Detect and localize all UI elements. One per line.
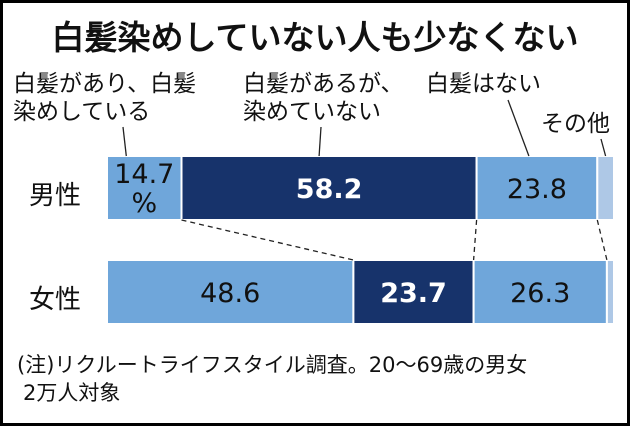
value-label-female-series-1: 48.6 — [200, 278, 260, 309]
footnote: (注)リクルートライフスタイル調査。20～69歳の男女 2万人対象 — [17, 351, 527, 407]
bar-female-series-4 — [605, 259, 616, 325]
connector-line-1 — [181, 219, 354, 261]
legend-leader-line-1 — [122, 126, 127, 157]
row-label-female: 女性 — [29, 285, 82, 315]
value-label-female-series-3: 26.3 — [510, 278, 570, 309]
legend-leader-line-4 — [600, 138, 607, 157]
stacked-bar-chart: 14.7% 58.2 23.8 48.6 23.7 26.3 — [106, 99, 616, 325]
value-label-male-series-1-unit: % — [131, 188, 157, 219]
bar-male-series-4 — [596, 155, 615, 221]
legend-label-not-dyed-line2: 染めていない — [243, 99, 381, 125]
connector-line-2 — [472, 219, 478, 261]
connector-line-3 — [596, 219, 608, 261]
value-label-male-series-1: 14.7 — [114, 159, 174, 190]
chart-title: 白髪染めしていない人も少なくない — [51, 18, 579, 57]
legend-label-dyed-line2: 染めしている — [13, 99, 151, 125]
legend-leader-line-3 — [507, 99, 530, 157]
value-label-male-series-2: 58.2 — [296, 174, 363, 205]
legend-label-not-dyed-line1: 白髪があるが、 — [243, 71, 404, 97]
footnote-line1: (注)リクルートライフスタイル調査。20～69歳の男女 — [17, 353, 528, 377]
value-label-female-series-2: 23.7 — [380, 278, 447, 309]
legend-leader-line-2 — [318, 126, 322, 157]
bar-female-series-2 — [352, 259, 475, 325]
legend-label-dyed-line1: 白髪があり、白髪 — [13, 71, 197, 97]
legend-label-no-gray: 白髪はない — [426, 71, 541, 97]
bar-female-series-1 — [106, 259, 355, 325]
legend-label-other: その他 — [541, 111, 610, 137]
value-label-male-series-3: 23.8 — [507, 174, 567, 205]
chart-frame: 白髪染めしていない人も少なくない 白髪があり、白髪 染めしている 白髪があるが、… — [3, 3, 627, 423]
bar-male-series-3 — [475, 155, 599, 221]
footnote-line2: 2万人対象 — [23, 381, 121, 405]
row-label-male: 男性 — [29, 181, 82, 211]
